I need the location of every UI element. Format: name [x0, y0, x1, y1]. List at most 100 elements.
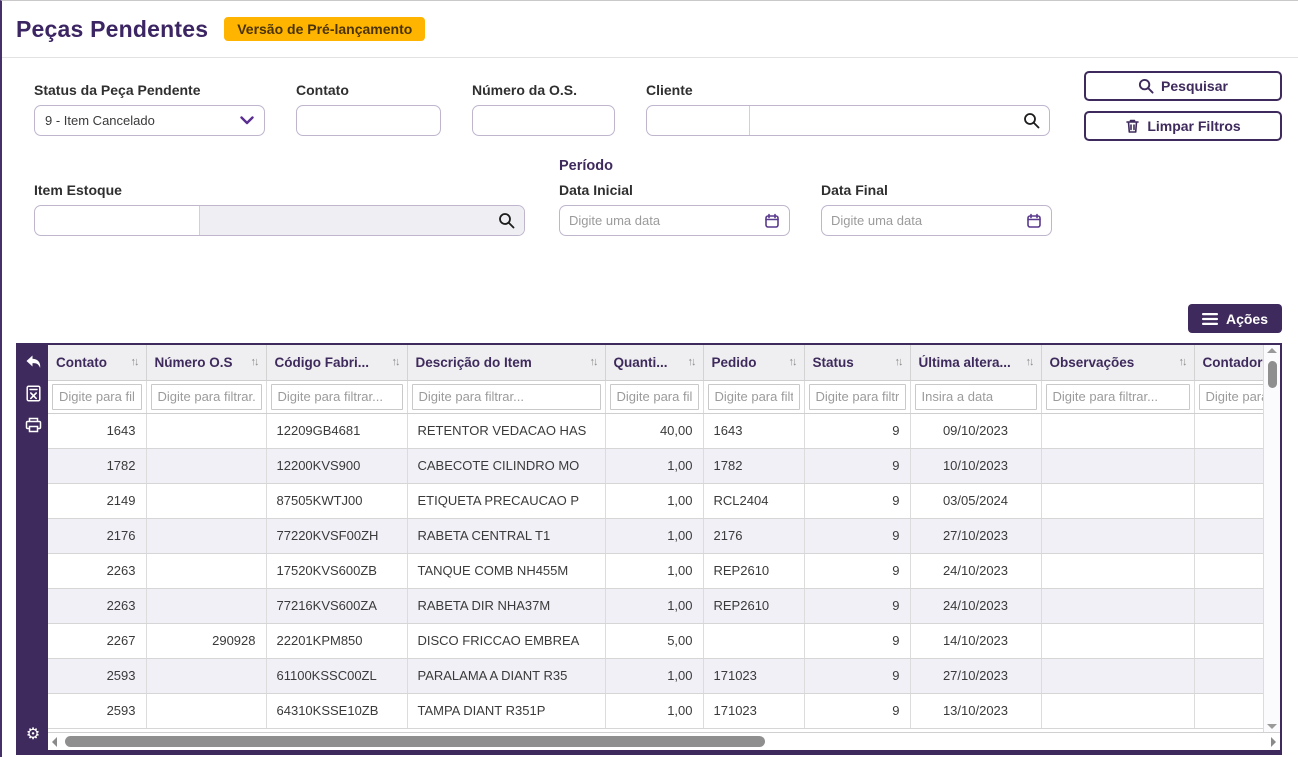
column-header-ultima[interactable]: Última altera... ↑↓ [910, 345, 1042, 381]
filter-cell-pedido [703, 380, 805, 414]
data-final-calendar-button[interactable] [1017, 206, 1051, 235]
filter-input-contato[interactable] [52, 383, 142, 410]
sort-icon: ↑↓ [130, 356, 138, 369]
actions-row: Ações [16, 304, 1282, 333]
filter-cell-descricao [407, 380, 606, 414]
cell-observacoes [1041, 518, 1195, 554]
table-row[interactable]: 2593 64310KSSE10ZB TAMPA DIANT R351P 1,00 17… [48, 693, 1280, 729]
cell-quantidade: 1,00 [605, 518, 704, 554]
pesquisar-button[interactable]: Pesquisar [1084, 71, 1282, 101]
horizontal-scrollbar-thumb[interactable] [65, 736, 765, 747]
table-grid: Contato ↑↓ Número O.S ↑↓ Código Fabri... ↑↓ De… [48, 345, 1280, 750]
cell-codigo: 61100KSSC00ZL [266, 658, 408, 694]
cell-numero_os [146, 483, 267, 519]
cell-codigo: 17520KVS600ZB [266, 553, 408, 589]
column-header-codigo[interactable]: Código Fabri... ↑↓ [266, 345, 408, 381]
column-label: Código Fabri... [274, 354, 370, 370]
table-row[interactable]: 2263 77216KVS600ZA RABETA DIR NHA37M 1,00 RE… [48, 588, 1280, 624]
cell-descricao: ETIQUETA PRECAUCAO P [407, 483, 606, 519]
filters-panel: Status da Peça Pendente 9 - Item Cancela… [16, 58, 1282, 241]
filter-input-status[interactable] [808, 383, 906, 410]
filter-input-codigo[interactable] [270, 383, 403, 410]
table-row[interactable]: 2267 290928 22201KPM850 DISCO FRICCAO EMBRE… [48, 623, 1280, 659]
filter-input-observacoes[interactable] [1045, 383, 1190, 410]
numero-os-label: Número da O.S. [472, 82, 578, 98]
column-header-descricao[interactable]: Descrição do Item ↑↓ [407, 345, 606, 381]
cell-numero_os [146, 518, 267, 554]
cell-status: 9 [804, 448, 911, 484]
column-header-pedido[interactable]: Pedido ↑↓ [703, 345, 805, 381]
excel-export-icon[interactable] [25, 385, 41, 402]
cell-ultima: 27/10/2023 [910, 518, 1042, 554]
filter-input-numero_os[interactable] [150, 383, 262, 410]
filter-input-quantidade[interactable] [609, 383, 699, 410]
table-row[interactable]: 2263 17520KVS600ZB TANQUE COMB NH455M 1,00 R… [48, 553, 1280, 589]
scroll-up-arrow-icon[interactable] [1267, 348, 1277, 353]
status-label: Status da Peça Pendente [34, 82, 201, 98]
vertical-scrollbar[interactable] [1263, 345, 1280, 732]
item-estoque-search-button[interactable] [489, 206, 524, 235]
column-header-contato[interactable]: Contato ↑↓ [48, 345, 147, 381]
cell-observacoes [1041, 553, 1195, 589]
gear-icon[interactable]: ⚙ [25, 726, 41, 743]
calendar-icon [1026, 213, 1042, 229]
table-row[interactable]: 2149 87505KWTJ00 ETIQUETA PRECAUCAO P 1,00 R… [48, 483, 1280, 519]
sort-icon: ↑↓ [1178, 356, 1186, 369]
cliente-code-input[interactable] [647, 106, 749, 135]
cell-quantidade: 1,00 [605, 553, 704, 589]
cell-contato: 2593 [48, 693, 147, 729]
cliente-search-button[interactable] [1014, 106, 1049, 135]
status-select[interactable]: 9 - Item Cancelado [34, 105, 265, 136]
column-header-status[interactable]: Status ↑↓ [804, 345, 911, 381]
cliente-name-input[interactable] [750, 106, 1014, 135]
acoes-button[interactable]: Ações [1187, 304, 1282, 333]
filter-input-descricao[interactable] [411, 383, 601, 410]
limpar-filtros-button[interactable]: Limpar Filtros [1084, 111, 1282, 141]
cell-pedido: RCL2404 [703, 483, 805, 519]
cell-quantidade: 1,00 [605, 588, 704, 624]
limpar-filtros-label: Limpar Filtros [1147, 118, 1241, 134]
print-icon[interactable] [25, 417, 42, 433]
page-title: Peças Pendentes [16, 15, 209, 42]
contato-label: Contato [296, 82, 349, 98]
cell-status: 9 [804, 623, 911, 659]
data-final-input[interactable] [822, 206, 1017, 235]
scroll-down-arrow-icon[interactable] [1267, 724, 1277, 729]
cell-descricao: RABETA CENTRAL T1 [407, 518, 606, 554]
table-row[interactable]: 2593 61100KSSC00ZL PARALAMA A DIANT R35 1,0… [48, 658, 1280, 694]
scroll-right-arrow-icon[interactable] [1271, 736, 1276, 747]
cell-codigo: 12209GB4681 [266, 413, 408, 449]
cell-contato: 2176 [48, 518, 147, 554]
filter-input-ultima[interactable] [914, 383, 1037, 410]
cell-status: 9 [804, 693, 911, 729]
column-header-quantidade[interactable]: Quanti... ↑↓ [605, 345, 704, 381]
cell-codigo: 64310KSSE10ZB [266, 693, 408, 729]
data-inicial-input[interactable] [560, 206, 755, 235]
sort-icon: ↑↓ [250, 356, 258, 369]
filter-input-pedido[interactable] [707, 383, 800, 410]
cell-quantidade: 1,00 [605, 658, 704, 694]
cell-ultima: 27/10/2023 [910, 658, 1042, 694]
data-inicial-calendar-button[interactable] [755, 206, 789, 235]
cell-codigo: 87505KWTJ00 [266, 483, 408, 519]
cell-ultima: 24/10/2023 [910, 588, 1042, 624]
cell-descricao: TANQUE COMB NH455M [407, 553, 606, 589]
horizontal-scrollbar[interactable] [48, 732, 1280, 750]
column-header-observacoes[interactable]: Observações ↑↓ [1041, 345, 1195, 381]
column-header-numero_os[interactable]: Número O.S ↑↓ [146, 345, 267, 381]
contato-input[interactable] [297, 106, 440, 135]
undo-icon[interactable] [24, 354, 42, 370]
vertical-scrollbar-thumb[interactable] [1267, 361, 1277, 388]
scroll-left-arrow-icon[interactable] [52, 736, 57, 747]
table-row[interactable]: 2176 77220KVSF00ZH RABETA CENTRAL T1 1,00 21… [48, 518, 1280, 554]
table-row[interactable]: 1782 12200KVS900 CABECOTE CILINDRO MO 1,00 1… [48, 448, 1280, 484]
chevron-down-icon [240, 116, 254, 125]
filter-group-numero-os: Número da O.S. [472, 82, 615, 136]
filter-cell-observacoes [1041, 380, 1195, 414]
numero-os-input[interactable] [473, 106, 614, 135]
filter-cell-contato [48, 380, 147, 414]
table-row[interactable]: 1643 12209GB4681 RETENTOR VEDACAO HAS 40,00… [48, 413, 1280, 449]
cell-codigo: 12200KVS900 [266, 448, 408, 484]
item-estoque-code-input[interactable] [35, 206, 199, 235]
item-estoque-name-input[interactable] [200, 206, 489, 235]
